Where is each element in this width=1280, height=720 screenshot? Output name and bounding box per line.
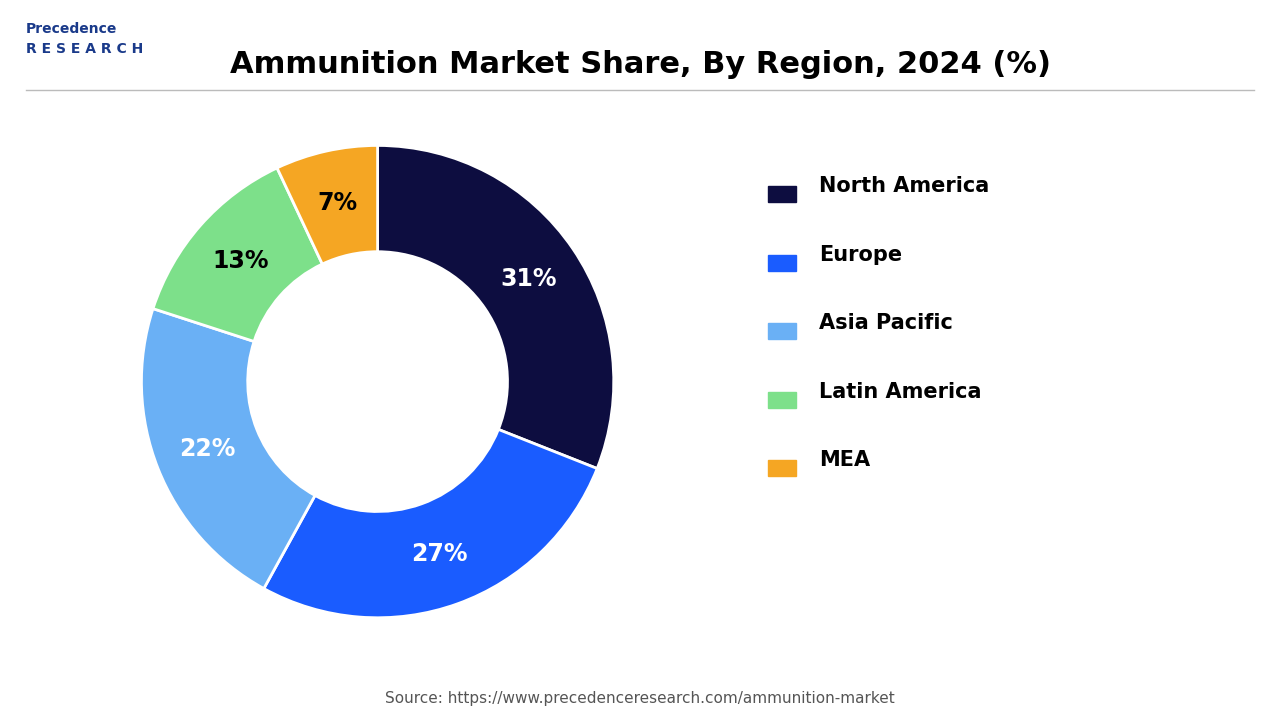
Wedge shape: [378, 145, 613, 469]
Wedge shape: [276, 145, 378, 264]
Text: 27%: 27%: [411, 542, 468, 566]
Text: North America: North America: [819, 176, 989, 197]
Wedge shape: [142, 309, 315, 588]
Text: 13%: 13%: [212, 248, 269, 273]
Text: Ammunition Market Share, By Region, 2024 (%): Ammunition Market Share, By Region, 2024…: [229, 50, 1051, 79]
Text: Latin America: Latin America: [819, 382, 982, 402]
Wedge shape: [154, 168, 323, 341]
Text: 31%: 31%: [500, 266, 557, 291]
Text: Asia Pacific: Asia Pacific: [819, 313, 954, 333]
Text: MEA: MEA: [819, 450, 870, 470]
Text: Europe: Europe: [819, 245, 902, 265]
Text: Source: https://www.precedenceresearch.com/ammunition-market: Source: https://www.precedenceresearch.c…: [385, 690, 895, 706]
Text: Precedence
R E S E A R C H: Precedence R E S E A R C H: [26, 22, 143, 56]
Text: 7%: 7%: [317, 191, 357, 215]
Wedge shape: [264, 429, 598, 618]
Text: 22%: 22%: [179, 437, 236, 461]
